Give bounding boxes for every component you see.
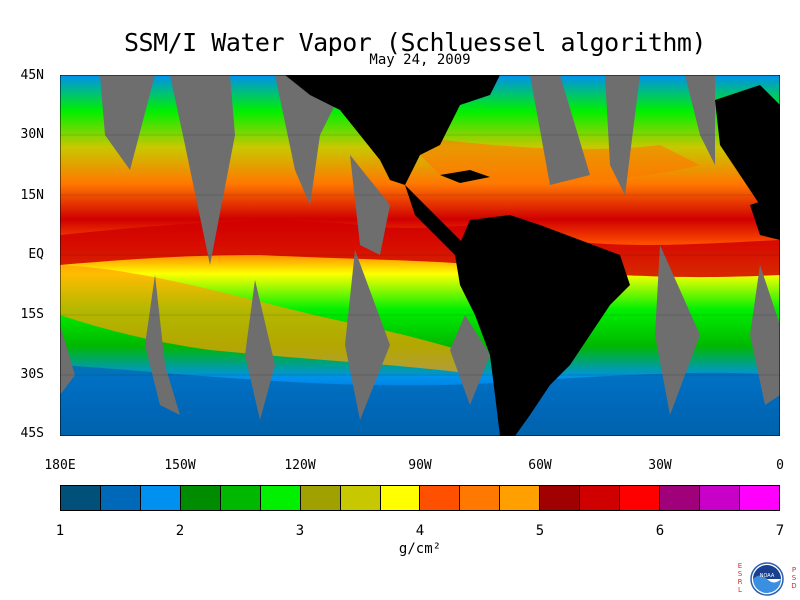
colorbar-swatch-7 (300, 486, 341, 510)
colorbar-swatch-3 (140, 486, 181, 510)
map-date: May 24, 2009 (369, 52, 471, 68)
colorbar-tick-4: 4 (415, 523, 425, 539)
greenland-edge (715, 85, 780, 215)
colorbar-swatch-18 (739, 486, 779, 510)
colorbar (60, 485, 780, 511)
colorbar-swatch-4 (180, 486, 221, 510)
colorbar-swatch-10 (420, 486, 461, 510)
lon-label-60w: 60W (528, 458, 552, 473)
colorbar-units: g/cm² (398, 541, 442, 557)
lon-label-90w: 90W (408, 458, 432, 473)
colorbar-swatch-1 (61, 486, 101, 510)
land (285, 75, 780, 436)
colorbar-swatch-9 (380, 486, 421, 510)
colorbar-swatch-6 (260, 486, 301, 510)
colorbar-tick-6: 6 (655, 523, 665, 539)
swath-gaps (60, 75, 780, 420)
lat-label-30s: 30S (20, 367, 44, 382)
colorbar-swatch-12 (500, 486, 541, 510)
water-vapor-map (60, 75, 780, 436)
south-america (455, 215, 630, 436)
lat-label-15n: 15N (20, 188, 44, 203)
caribbean-islands (440, 170, 490, 183)
lon-label-180e: 180E (44, 458, 76, 473)
logo-noaa-text: NOAA (760, 573, 775, 579)
north-america (285, 75, 500, 185)
map-title: SSM/I Water Vapor (Schluessel algorithm) (123, 28, 707, 57)
lon-label-30w: 30W (648, 458, 672, 473)
noaa-emblem-icon: NOAA (750, 562, 784, 596)
colorbar-swatch-2 (100, 486, 141, 510)
graticule (60, 134, 780, 376)
colorbar-swatch-5 (220, 486, 261, 510)
colorbar-swatch-15 (620, 486, 661, 510)
central-america (405, 185, 465, 255)
colorbar-tick-3: 3 (295, 523, 305, 539)
lat-label-eq: EQ (28, 247, 44, 262)
colorbar-tick-2: 2 (175, 523, 185, 539)
africa (750, 195, 780, 240)
colorbar-tick-1: 1 (55, 523, 65, 539)
lon-label-150w: 150W (164, 458, 196, 473)
lon-label-0: 0 (776, 458, 784, 473)
lon-label-120w: 120W (284, 458, 316, 473)
colorbar-swatch-13 (540, 486, 581, 510)
colorbar-tick-7: 7 (775, 523, 785, 539)
colorbar-swatch-8 (340, 486, 381, 510)
colorbar-swatch-11 (460, 486, 501, 510)
south-blue (60, 365, 780, 436)
lat-label-15s: 15S (20, 307, 44, 322)
colorbar-swatch-17 (700, 486, 740, 510)
colorbar-tick-5: 5 (535, 523, 545, 539)
lat-label-45s: 45S (20, 426, 44, 441)
lat-label-30n: 30N (20, 127, 44, 142)
lat-label-45n: 45N (20, 68, 44, 83)
colorbar-swatch-14 (580, 486, 621, 510)
colorbar-swatch-16 (660, 486, 700, 510)
